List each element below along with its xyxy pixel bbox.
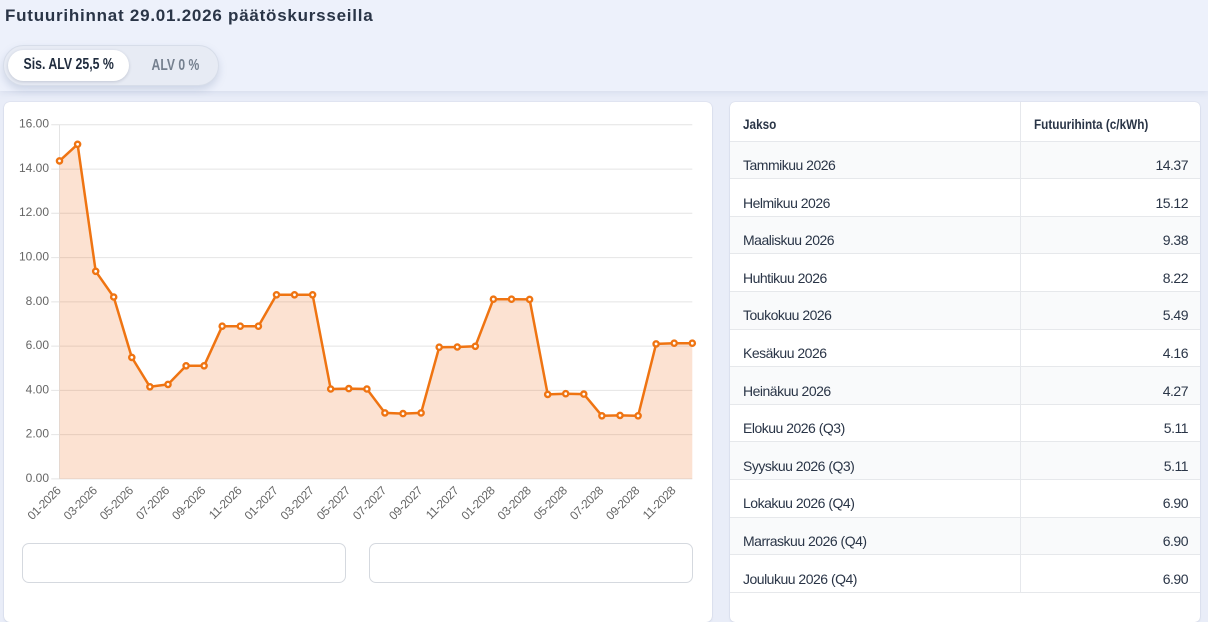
svg-text:16.00: 16.00 [19, 116, 49, 130]
svg-text:0.00: 0.00 [26, 470, 50, 484]
svg-text:09-2026: 09-2026 [169, 483, 209, 523]
svg-text:01-2026: 01-2026 [25, 483, 65, 523]
svg-text:01-2028: 01-2028 [458, 483, 498, 523]
svg-text:10.00: 10.00 [19, 249, 49, 263]
svg-text:12.00: 12.00 [19, 205, 49, 219]
svg-text:09-2027: 09-2027 [386, 483, 426, 523]
svg-text:05-2026: 05-2026 [97, 483, 137, 523]
svg-text:01-2027: 01-2027 [242, 483, 282, 523]
svg-text:8.00: 8.00 [26, 293, 50, 307]
svg-text:07-2027: 07-2027 [350, 483, 390, 523]
svg-text:6.00: 6.00 [26, 338, 50, 352]
svg-text:11-2028: 11-2028 [640, 483, 679, 522]
svg-text:11-2026: 11-2026 [206, 483, 245, 522]
svg-text:03-2028: 03-2028 [495, 483, 535, 523]
svg-text:05-2028: 05-2028 [531, 483, 571, 523]
svg-text:07-2028: 07-2028 [567, 483, 607, 523]
svg-text:2.00: 2.00 [26, 426, 50, 440]
svg-text:03-2026: 03-2026 [61, 483, 101, 523]
svg-text:03-2027: 03-2027 [278, 483, 318, 523]
svg-text:05-2027: 05-2027 [314, 483, 354, 523]
svg-text:14.00: 14.00 [19, 161, 49, 175]
svg-text:4.00: 4.00 [26, 382, 50, 396]
svg-text:11-2027: 11-2027 [423, 483, 462, 522]
svg-text:09-2028: 09-2028 [603, 483, 643, 523]
svg-text:07-2026: 07-2026 [133, 483, 173, 523]
